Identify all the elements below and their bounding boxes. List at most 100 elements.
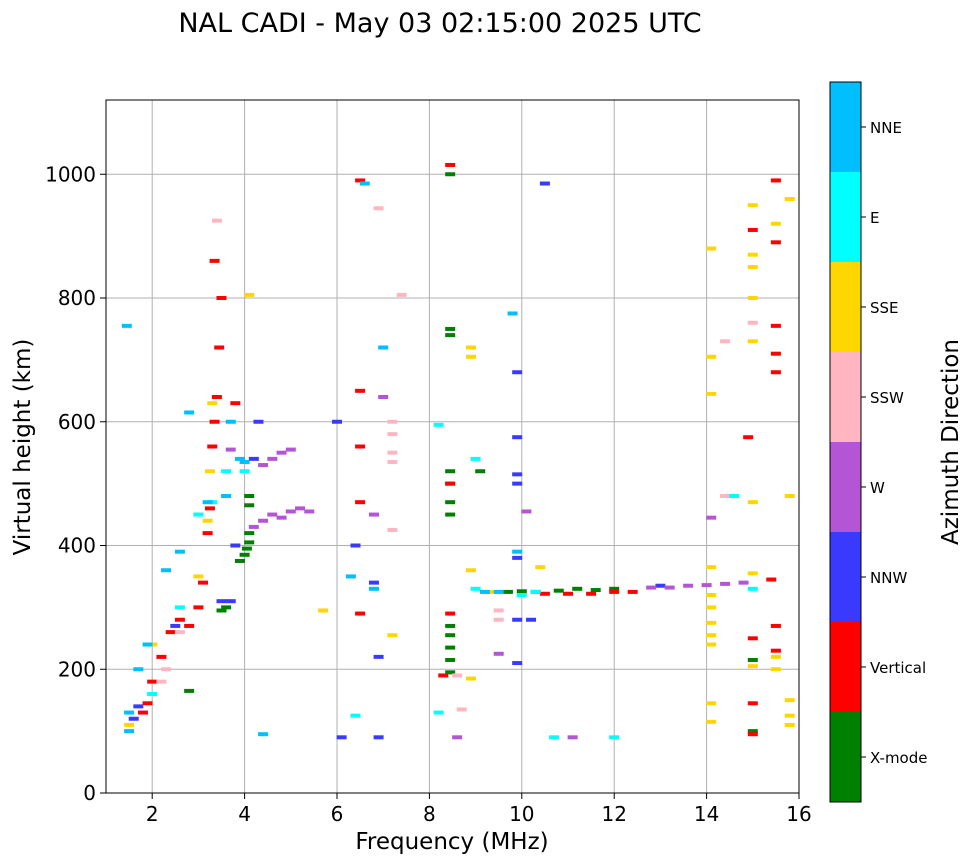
data-point-sse xyxy=(124,722,135,727)
data-point-vertical xyxy=(539,591,550,596)
data-point-w xyxy=(701,583,712,588)
colorbar-tick-label: X-mode xyxy=(870,749,927,767)
data-point-vertical xyxy=(211,395,222,399)
data-point-nnw xyxy=(373,735,384,740)
data-point-nne xyxy=(378,345,389,350)
data-point-sse xyxy=(706,354,717,359)
data-point-ssw xyxy=(387,450,398,455)
data-point-sse xyxy=(784,698,795,703)
data-point-sse xyxy=(706,605,717,610)
data-point-sse xyxy=(747,339,758,344)
data-point-e xyxy=(729,494,740,498)
data-point-x-mode xyxy=(445,670,456,675)
data-point-e xyxy=(433,710,444,715)
data-point-vertical xyxy=(770,623,781,628)
data-point-sse xyxy=(465,568,476,573)
data-point-vertical xyxy=(204,506,215,511)
data-point-vertical xyxy=(770,178,781,183)
data-point-x-mode xyxy=(244,494,255,498)
colorbar-segment xyxy=(830,82,861,172)
data-point-x-mode xyxy=(445,657,456,662)
y-tick-label: 200 xyxy=(58,657,96,681)
data-point-e xyxy=(470,586,481,591)
data-point-nnw xyxy=(350,543,361,548)
data-marks xyxy=(121,162,795,740)
data-point-nnw xyxy=(368,580,379,585)
data-point-nne xyxy=(359,181,370,186)
data-point-vertical xyxy=(156,654,167,659)
data-point-nnw xyxy=(133,704,144,709)
colorbar-label: Azimuth Direction xyxy=(938,339,964,545)
data-point-ssw xyxy=(493,608,504,613)
data-point-e xyxy=(530,589,541,594)
data-point-e xyxy=(609,735,620,740)
data-point-nnw xyxy=(216,599,227,604)
data-point-sse xyxy=(465,345,476,350)
data-point-vertical xyxy=(214,345,225,350)
data-point-x-mode xyxy=(244,531,255,536)
x-tick-label: 8 xyxy=(423,802,436,826)
data-point-w xyxy=(664,585,675,590)
colorbar-segment xyxy=(830,172,861,262)
data-point-nnw xyxy=(225,599,236,604)
data-point-nnw xyxy=(373,654,384,659)
data-point-e xyxy=(174,605,185,610)
data-point-sse xyxy=(465,354,476,359)
data-point-nnw xyxy=(336,735,347,740)
data-point-ssw xyxy=(747,320,758,325)
data-point-x-mode xyxy=(216,608,227,613)
data-point-vertical xyxy=(209,419,220,424)
y-tick-label: 600 xyxy=(58,410,96,434)
y-tick-label: 400 xyxy=(58,534,96,558)
data-point-vertical xyxy=(355,178,366,183)
x-tick-label: 16 xyxy=(786,802,811,826)
data-point-ssw xyxy=(156,679,167,684)
data-point-ssw xyxy=(387,528,398,533)
data-point-sse xyxy=(202,518,213,523)
data-point-sse xyxy=(784,197,795,201)
data-point-nnw xyxy=(512,481,523,486)
data-point-e xyxy=(549,735,560,740)
data-point-vertical xyxy=(586,591,597,596)
data-point-vertical xyxy=(355,388,366,393)
data-point-w xyxy=(378,395,389,399)
data-point-ssw xyxy=(396,292,407,297)
data-point-sse xyxy=(387,633,398,638)
data-point-x-mode xyxy=(590,588,601,593)
data-point-w xyxy=(295,506,306,511)
data-point-ssw xyxy=(720,494,731,498)
data-point-w xyxy=(368,512,379,517)
data-point-vertical xyxy=(770,351,781,356)
colorbar-tick-label: SSE xyxy=(870,299,899,317)
data-point-vertical xyxy=(165,630,176,635)
colorbar-segment xyxy=(830,262,861,352)
data-point-w xyxy=(258,518,269,523)
data-point-e xyxy=(470,456,481,461)
data-point-nnw xyxy=(128,716,139,721)
data-point-w xyxy=(248,524,259,529)
colorbar-tick-label: NNW xyxy=(870,569,907,587)
data-point-vertical xyxy=(766,577,777,582)
data-point-x-mode xyxy=(234,558,245,563)
x-tick-label: 10 xyxy=(509,802,534,826)
data-point-nne xyxy=(368,586,379,591)
data-point-nnw xyxy=(248,456,259,461)
data-point-nne xyxy=(239,459,250,464)
data-point-nne xyxy=(124,710,135,715)
data-point-ssw xyxy=(373,206,384,211)
data-point-nne xyxy=(225,419,236,424)
data-point-vertical xyxy=(193,605,204,610)
data-point-nne xyxy=(133,667,144,672)
data-point-ssw xyxy=(387,459,398,464)
data-point-x-mode xyxy=(475,469,486,474)
data-point-nnw xyxy=(332,419,342,424)
data-point-w xyxy=(720,581,731,586)
data-point-vertical xyxy=(184,623,195,628)
data-point-nnw xyxy=(526,617,537,622)
plot-frame xyxy=(105,99,800,794)
data-point-nne xyxy=(121,323,132,328)
data-point-nne xyxy=(479,589,490,594)
data-point-nnw xyxy=(655,583,666,588)
data-point-vertical xyxy=(137,710,148,715)
data-point-w xyxy=(452,735,463,740)
